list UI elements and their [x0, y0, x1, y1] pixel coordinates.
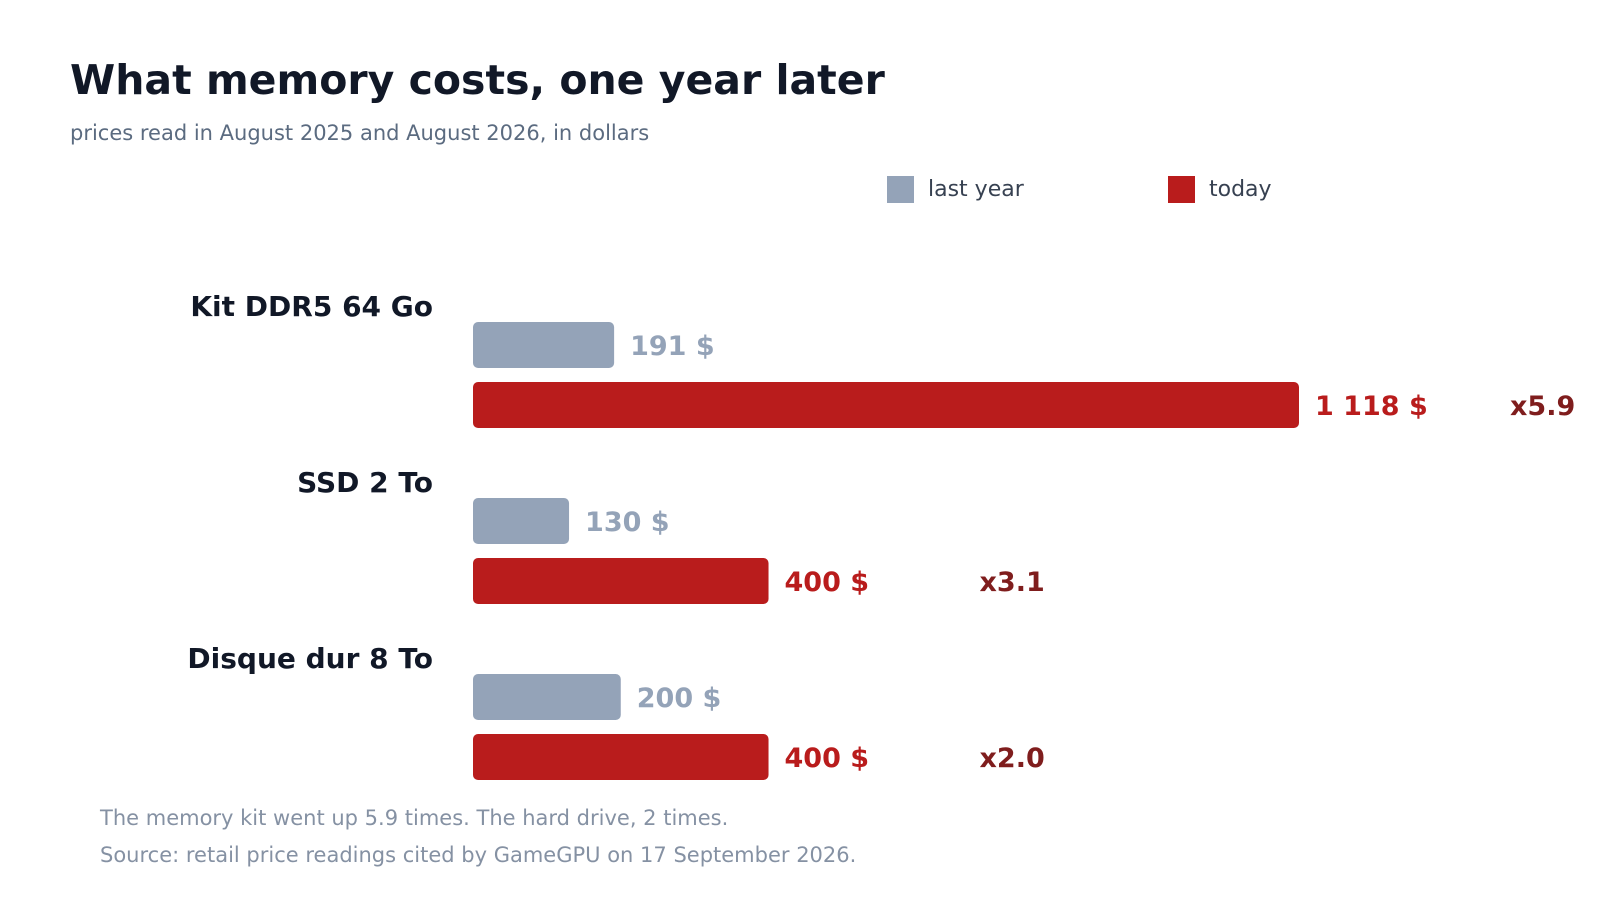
bar-today: [473, 382, 1299, 428]
ratio-label: x2.0: [980, 743, 1045, 774]
ratio-label: x5.9: [1510, 391, 1575, 422]
value-label-last-year: 130 $: [585, 507, 670, 538]
bar-last-year: [473, 498, 570, 544]
legend-item-today: today: [1168, 176, 1272, 203]
value-label-today: 400 $: [785, 567, 870, 598]
category-label: Kit DDR5 64 Go: [190, 290, 433, 323]
footnote-source: Source: retail price readings cited by G…: [100, 843, 857, 867]
legend-swatch-today: [1168, 176, 1195, 203]
value-label-today: 1 118 $: [1315, 391, 1428, 422]
value-label-last-year: 200 $: [637, 683, 722, 714]
legend-swatch-last-year: [887, 176, 914, 203]
value-label-today: 400 $: [785, 743, 870, 774]
legend-label-today: today: [1209, 177, 1272, 202]
value-label-last-year: 191 $: [630, 331, 715, 362]
bar-last-year: [473, 674, 621, 720]
ratio-label: x3.1: [980, 567, 1045, 598]
chart-subtitle: prices read in August 2025 and August 20…: [70, 121, 650, 145]
bar-today: [473, 558, 769, 604]
legend-item-last-year: last year: [887, 176, 1024, 203]
bar-last-year: [473, 322, 615, 368]
legend-label-last-year: last year: [928, 177, 1024, 202]
chart-title: What memory costs, one year later: [70, 56, 885, 104]
category-label: Disque dur 8 To: [187, 642, 433, 675]
bar-today: [473, 734, 769, 780]
category-label: SSD 2 To: [297, 466, 433, 499]
footnote-summary: The memory kit went up 5.9 times. The ha…: [100, 806, 729, 830]
